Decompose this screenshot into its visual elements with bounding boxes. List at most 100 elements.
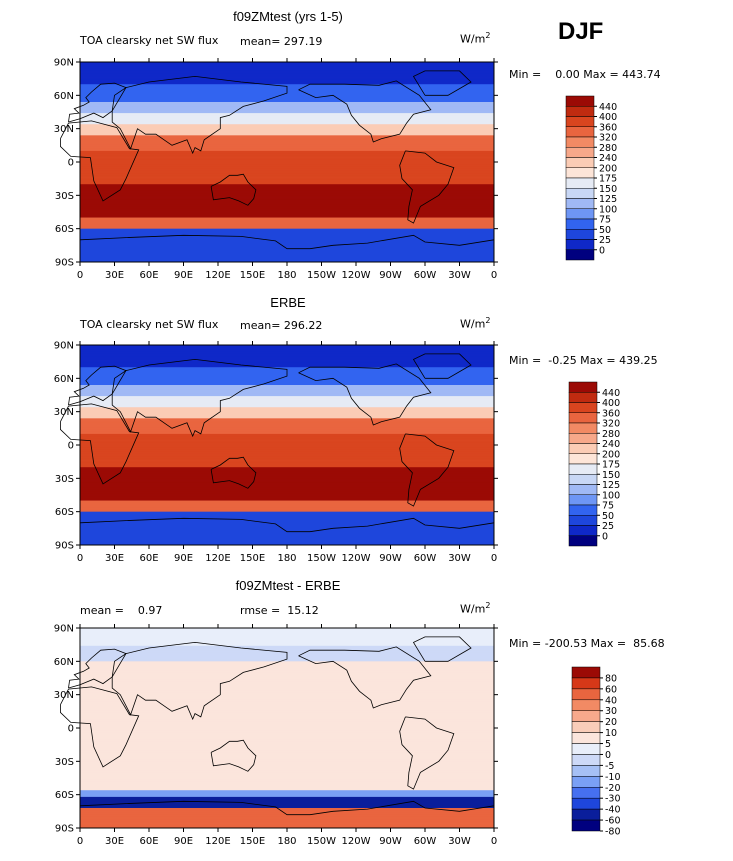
map-band (80, 215, 494, 218)
map-band (80, 679, 494, 682)
lat-tick-label: 30S (55, 191, 74, 202)
colorbar-label: 0 (602, 531, 608, 542)
panel-2-variable-label: TOA clearsky net SW flux (80, 318, 219, 331)
colorbar-swatch (568, 504, 598, 516)
map-band (80, 230, 494, 234)
map-band (80, 436, 494, 439)
lon-tick-label: 30W (448, 836, 471, 847)
colorbar-label: -30 (605, 794, 621, 805)
map-band (80, 146, 494, 150)
lon-tick-label: 150E (240, 836, 265, 847)
lon-tick-label: 30E (105, 270, 124, 281)
map-band (80, 734, 494, 738)
map-band (80, 208, 494, 212)
map-band (80, 433, 494, 437)
lat-tick-label: 60S (55, 507, 74, 518)
coastline (298, 646, 432, 709)
colorbar-label: 440 (602, 388, 620, 399)
map-band (80, 509, 494, 513)
map-band (80, 360, 494, 364)
map-band (80, 776, 494, 780)
colorbar-swatch (565, 208, 595, 220)
map-band (80, 743, 494, 747)
map-band (80, 527, 494, 530)
colorbar-label: 175 (599, 174, 617, 185)
coastline (210, 456, 257, 489)
coastline (210, 173, 257, 206)
map-band (80, 783, 494, 787)
colorbar-swatch (565, 126, 595, 138)
colorbar-swatch (565, 229, 595, 240)
map-band (80, 471, 494, 475)
map-band (80, 765, 494, 769)
colorbar-swatch (568, 402, 598, 413)
map-band (80, 663, 494, 667)
coastline (412, 636, 472, 662)
map-band (80, 712, 494, 716)
colorbar-label: 20 (605, 717, 617, 728)
map-band (80, 142, 494, 145)
map-band (80, 823, 494, 827)
map-band (80, 705, 494, 709)
lon-tick-label: 0 (77, 553, 83, 564)
map-band (80, 416, 494, 419)
coastline (68, 82, 127, 123)
panel-1-mean-label: mean= 297.19 (240, 35, 323, 48)
lon-tick-label: 120W (342, 270, 371, 281)
map-band (80, 113, 494, 116)
coastline (79, 517, 495, 533)
colorbar-label: 125 (602, 480, 620, 491)
map-band (80, 469, 494, 473)
lon-tick-label: 180 (277, 553, 296, 564)
map-band (80, 650, 494, 653)
colorbar-label: 280 (599, 143, 617, 154)
colorbar-label: 0 (605, 750, 611, 761)
map-band (80, 153, 494, 156)
map-band (80, 516, 494, 519)
map-band (80, 195, 494, 198)
colorbar-swatch (568, 443, 598, 454)
colorbar-swatch (571, 732, 601, 744)
map-band (80, 440, 494, 444)
map-band (80, 117, 494, 121)
lat-tick-label: 30N (54, 124, 74, 135)
colorbar-swatch (571, 743, 601, 755)
lon-tick-label: 0 (491, 270, 497, 281)
lon-tick-label: 120E (205, 836, 230, 847)
colorbar-swatch (571, 754, 601, 766)
map-band (80, 768, 494, 771)
panel-1-variable-label: TOA clearsky net SW flux (80, 34, 219, 47)
coastline (412, 353, 472, 379)
colorbar-swatch (571, 797, 601, 810)
lon-tick-label: 0 (77, 836, 83, 847)
map-band (80, 763, 494, 767)
map-band (80, 672, 494, 676)
map-band (80, 253, 494, 256)
colorbar-swatch (571, 808, 601, 821)
panel-2-units: W/m2 (460, 316, 491, 331)
map-band (80, 779, 494, 782)
colorbar-label: -40 (605, 805, 621, 816)
colorbar-swatch (565, 218, 595, 230)
lat-tick-label: 0 (68, 158, 74, 169)
map-band (80, 674, 494, 678)
map-band (80, 708, 494, 711)
map-band (80, 175, 494, 178)
map-band (80, 498, 494, 501)
map-band (80, 197, 494, 201)
map-band (80, 736, 494, 740)
lon-tick-label: 90W (379, 270, 402, 281)
colorbar-swatch (571, 699, 601, 711)
colorbar-swatch (571, 688, 601, 701)
map-band (80, 217, 494, 221)
colorbar-label: 400 (599, 112, 617, 123)
lat-tick-label: 30N (54, 407, 74, 418)
lon-tick-label: 90W (379, 553, 402, 564)
map-band (80, 255, 494, 258)
map-band (80, 409, 494, 413)
colorbar-label: 175 (602, 460, 620, 471)
